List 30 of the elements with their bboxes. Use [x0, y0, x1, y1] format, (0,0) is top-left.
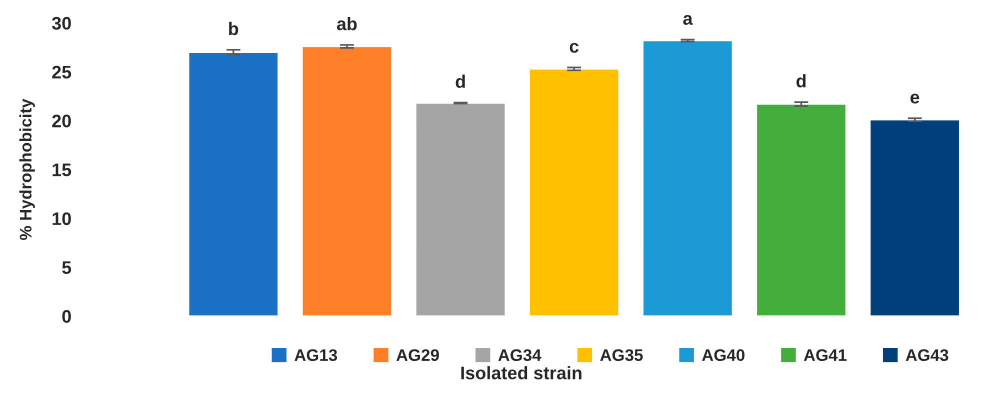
y-tick-label: 15 — [52, 164, 72, 176]
y-tick-label: 30 — [52, 16, 71, 30]
data-label: d — [796, 74, 806, 88]
text: AG43 — [906, 349, 948, 362]
bar — [642, 40, 734, 316]
bar — [756, 103, 847, 316]
text: AG29 — [396, 349, 439, 362]
bar — [869, 119, 960, 316]
text: AG35 — [600, 349, 643, 362]
bar — [414, 102, 506, 316]
y-tick-label: 25 — [52, 66, 72, 79]
y-tick-label: 5 — [62, 261, 72, 274]
data-label: c — [570, 42, 579, 53]
data-label: e — [910, 94, 920, 104]
data-label: b — [229, 22, 238, 36]
x-axis-title: Isolated strain — [461, 366, 582, 380]
text: AG34 — [498, 349, 542, 362]
bar — [188, 52, 279, 316]
text: AG40 — [702, 349, 744, 362]
text: AG13 — [294, 349, 338, 362]
y-tick-label: 20 — [52, 114, 71, 128]
data-label: ab — [336, 17, 357, 30]
data-label: d — [456, 74, 465, 88]
data-label: a — [683, 15, 693, 25]
bar — [301, 46, 393, 316]
y-tick-label: 10 — [52, 212, 71, 226]
y-axis-title: % Hydrophobicity — [19, 98, 35, 240]
y-tick-label: 0 — [62, 310, 71, 323]
bar — [528, 68, 620, 316]
text: AG41 — [804, 349, 847, 362]
